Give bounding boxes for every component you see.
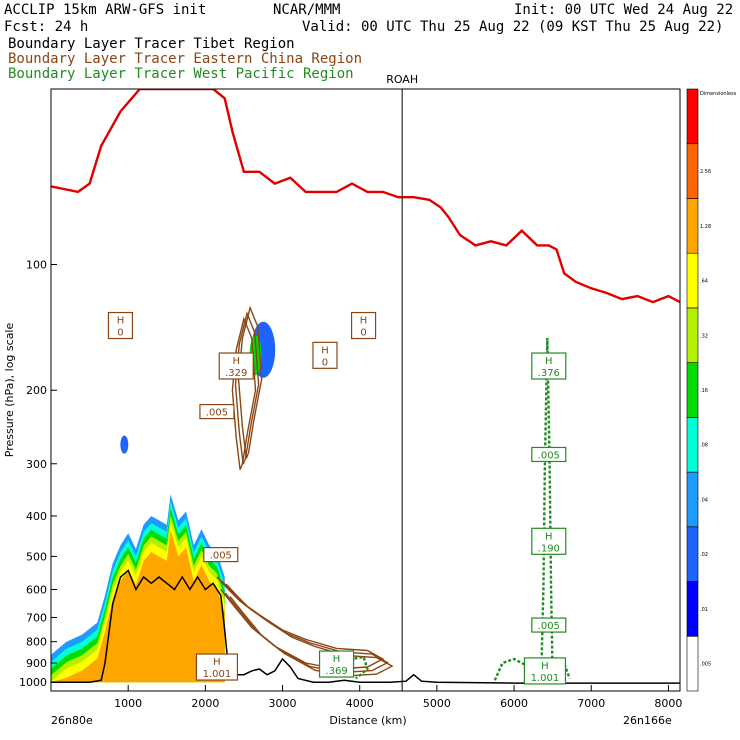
green-label-value-4: 1.001: [531, 673, 560, 684]
brown-label-text-2: H: [321, 345, 329, 356]
y-tick-label-0: 100: [26, 259, 47, 272]
station-label: ROAH: [386, 73, 418, 86]
colorbar-level-4: .08: [700, 443, 708, 449]
tracer-blob-small: [120, 435, 129, 454]
x-tick-label-2: 3000: [269, 697, 297, 710]
green-label-value-1: .005: [538, 450, 560, 461]
colorbar-level-8: 1.28: [700, 224, 711, 230]
x-tick-label-3: 4000: [346, 697, 374, 710]
x-axis-label: Distance (km): [329, 714, 406, 727]
green-label-value-3: .005: [538, 621, 560, 632]
colorbar-swatch-5: [686, 362, 699, 418]
colorbar-swatch-8: [686, 198, 699, 254]
x-tick-label-6: 7000: [577, 697, 605, 710]
brown-label-3: H0: [350, 311, 377, 340]
green-label-value-5: .369: [325, 666, 347, 677]
colorbar-level-9: 2.56: [700, 169, 711, 175]
green-label-value-0: .376: [538, 368, 560, 379]
brown-label-0: H0: [107, 311, 134, 340]
brown-label-6: H1.001: [195, 653, 239, 681]
tracer-band-5: [51, 530, 225, 683]
x-tick-label-7: 8000: [654, 697, 682, 710]
y-tick-label-3: 400: [26, 510, 47, 523]
green-label-2: H.190: [531, 527, 567, 555]
brown-label-value-4: .005: [206, 408, 228, 419]
green-label-5: H.369: [318, 650, 355, 678]
forecast-hour: Fcst: 24 h: [4, 19, 88, 35]
green-label-text-2: H: [545, 531, 553, 542]
colorbar-level-3: .04: [700, 497, 708, 503]
legend-west-pacific: Boundary Layer Tracer West Pacific Regio…: [8, 66, 354, 82]
colorbar-swatch-6: [686, 307, 699, 363]
y-tick-label-4: 500: [26, 550, 47, 563]
brown-label-value-1: .329: [225, 368, 247, 379]
colorbar-swatch-10: [686, 88, 699, 145]
green-label-value-2: .190: [538, 543, 560, 554]
valid-time: Valid: 00 UTC Thu 25 Aug 22 (09 KST Thu …: [302, 19, 723, 35]
green-label-text-4: H: [541, 661, 549, 672]
brown-label-value-5: .005: [210, 551, 232, 562]
y-tick-label-9: 1000: [19, 676, 47, 689]
y-tick-label-1: 200: [26, 384, 47, 397]
brown-label-text-6: H: [213, 657, 221, 668]
y-tick-label-6: 700: [26, 611, 47, 624]
x-tick-label-4: 5000: [423, 697, 451, 710]
x-tick-label-0: 1000: [114, 697, 142, 710]
green-label-0: H.376: [531, 352, 567, 380]
legend-tibet: Boundary Layer Tracer Tibet Region: [8, 36, 295, 52]
title-left: ACCLIP 15km ARW-GFS init: [4, 2, 206, 18]
colorbar-level-1: .01: [700, 607, 708, 613]
colorbar-swatch-2: [686, 526, 699, 582]
y-tick-label-7: 800: [26, 636, 47, 649]
colorbar-swatch-4: [686, 417, 699, 473]
green-label-1: .005: [531, 446, 567, 463]
legend-eastern-china: Boundary Layer Tracer Eastern China Regi…: [8, 51, 362, 67]
green-plume: [539, 337, 554, 681]
green-label-text-0: H: [545, 356, 553, 367]
green-label-3: .005: [531, 617, 567, 633]
y-tick-label-5: 600: [26, 583, 47, 596]
green-lower-left: [493, 657, 539, 681]
y-tick-label-2: 300: [26, 458, 47, 471]
brown-lower-contour-2: [225, 583, 394, 677]
x-tick-label-5: 6000: [500, 697, 528, 710]
right-endpoint-label: 26n166e: [623, 714, 672, 727]
brown-contour-1: [234, 311, 260, 465]
y-axis-label: Pressure (hPa), log scale: [3, 323, 16, 458]
brown-label-value-6: 1.001: [203, 669, 232, 680]
colorbar: .005 .01 .02 .04 .08 .16 .32 .64 1.28 2.56 Dimensi…: [686, 88, 737, 692]
brown-label-text-0: H: [117, 316, 125, 327]
brown-label-value-3: 0: [360, 328, 366, 339]
x-tick-label-1: 2000: [191, 697, 219, 710]
colorbar-level-2: .02: [700, 552, 708, 558]
left-endpoint-label: 26n80e: [51, 714, 93, 727]
colorbar-swatch-3: [686, 471, 699, 528]
green-label-text-5: H: [333, 654, 341, 665]
colorbar-level-10: Dimensionless: [700, 91, 737, 97]
brown-label-text-1: H: [232, 356, 240, 367]
title-center: NCAR/MMM: [273, 2, 340, 18]
brown-label-5: .005: [203, 547, 239, 563]
brown-contour-2: [237, 305, 263, 459]
brown-label-value-0: 0: [117, 328, 123, 339]
brown-label-value-2: 0: [322, 357, 328, 368]
colorbar-level-6: .32: [700, 333, 708, 339]
colorbar-swatch-0: [686, 635, 699, 692]
brown-label-text-3: H: [360, 316, 368, 327]
colorbar-level-7: .64: [700, 279, 708, 285]
init-time: Init: 00 UTC Wed 24 Aug 22: [514, 2, 733, 18]
green-label-4: H1.001: [523, 657, 567, 685]
colorbar-swatch-9: [686, 143, 699, 199]
colorbar-level-0: .005: [700, 662, 711, 668]
brown-label-4: .005: [199, 403, 235, 420]
tropopause-line: [51, 89, 680, 304]
brown-label-2: H0: [312, 341, 338, 369]
y-tick-label-8: 900: [26, 657, 47, 670]
colorbar-swatch-1: [686, 581, 699, 637]
brown-label-1: H.329: [218, 352, 254, 380]
colorbar-swatch-7: [686, 252, 699, 309]
colorbar-level-5: .16: [700, 388, 708, 394]
